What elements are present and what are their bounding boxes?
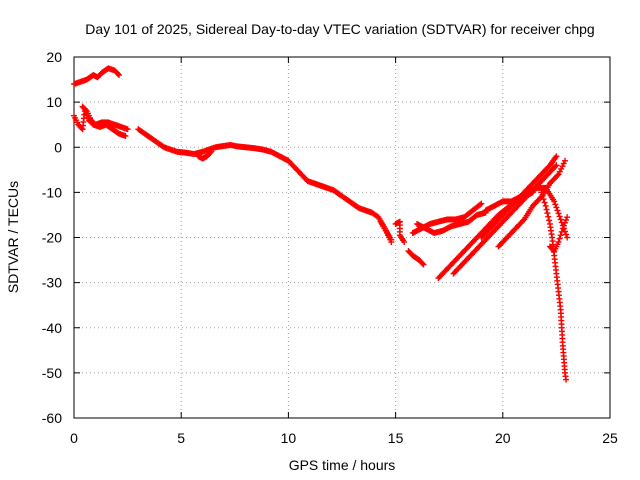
y-tick-label: -60: [42, 410, 62, 426]
data-point: [552, 163, 559, 170]
data-point: [561, 219, 568, 226]
data-point: [114, 70, 121, 77]
chart-title: Day 101 of 2025, Sidereal Day-to-day VTE…: [85, 21, 594, 37]
data-point: [420, 261, 427, 268]
data-point: [564, 234, 571, 241]
data-marks: [71, 65, 571, 383]
data-point: [124, 126, 131, 133]
data-point: [122, 132, 129, 139]
y-tick-label: -30: [42, 275, 62, 291]
data-point: [542, 202, 549, 209]
data-point: [544, 210, 551, 217]
data-point: [561, 157, 568, 164]
data-point: [563, 231, 570, 238]
data-point: [556, 168, 563, 175]
y-tick-label: 20: [46, 49, 62, 65]
x-tick-label: 25: [602, 430, 618, 446]
data-point: [558, 165, 565, 172]
x-tick-label: 10: [281, 430, 297, 446]
y-tick-label: -20: [42, 230, 62, 246]
data-point: [559, 225, 566, 232]
grid: [74, 57, 610, 418]
data-point: [553, 204, 560, 211]
data-point: [564, 214, 571, 221]
data-point: [538, 189, 545, 196]
data-point: [541, 199, 548, 206]
data-point: [551, 198, 558, 205]
data-point: [559, 163, 566, 170]
data-point: [554, 207, 561, 214]
data-point: [563, 376, 570, 383]
data-point: [556, 213, 563, 220]
data-point: [388, 239, 395, 246]
data-point: [539, 192, 546, 199]
data-point: [558, 228, 565, 235]
x-tick-label: 15: [388, 430, 404, 446]
data-point: [546, 217, 553, 224]
data-point: [540, 196, 547, 203]
data-point: [419, 260, 426, 267]
data-point: [557, 232, 564, 239]
data-point: [545, 213, 552, 220]
data-point: [553, 162, 560, 169]
data-point: [553, 153, 560, 160]
y-tick-label: -40: [42, 320, 62, 336]
data-point: [82, 107, 89, 114]
x-tick-label: 0: [70, 430, 78, 446]
data-point: [554, 172, 561, 179]
y-tick-label: -50: [42, 365, 62, 381]
data-point: [520, 217, 527, 224]
x-axis-label: GPS time / hours: [289, 457, 396, 473]
data-point: [543, 206, 550, 213]
data-point: [555, 171, 562, 178]
data-point: [116, 72, 123, 79]
y-tick-label: -10: [42, 184, 62, 200]
data-point: [563, 217, 570, 224]
data-point: [207, 149, 214, 156]
axis-ticks: 0 5 10 15 20 25 -60 -50 -40 -30 -20 -10 0 10 20: [42, 49, 618, 446]
y-axis-label: SDTVAR / TECUs: [5, 181, 21, 293]
y-tick-label: 10: [46, 94, 62, 110]
data-point: [556, 235, 563, 242]
data-point: [552, 201, 559, 208]
data-point: [555, 210, 562, 217]
x-tick-label: 20: [495, 430, 511, 446]
data-point: [555, 239, 562, 246]
data-point: [208, 148, 215, 155]
data-point: [560, 222, 567, 229]
data-point: [560, 160, 567, 167]
y-tick-label: 0: [54, 139, 62, 155]
data-point: [401, 239, 408, 246]
x-tick-label: 5: [177, 430, 185, 446]
data-point: [477, 201, 484, 208]
data-point: [557, 216, 564, 223]
data-point: [478, 200, 485, 207]
